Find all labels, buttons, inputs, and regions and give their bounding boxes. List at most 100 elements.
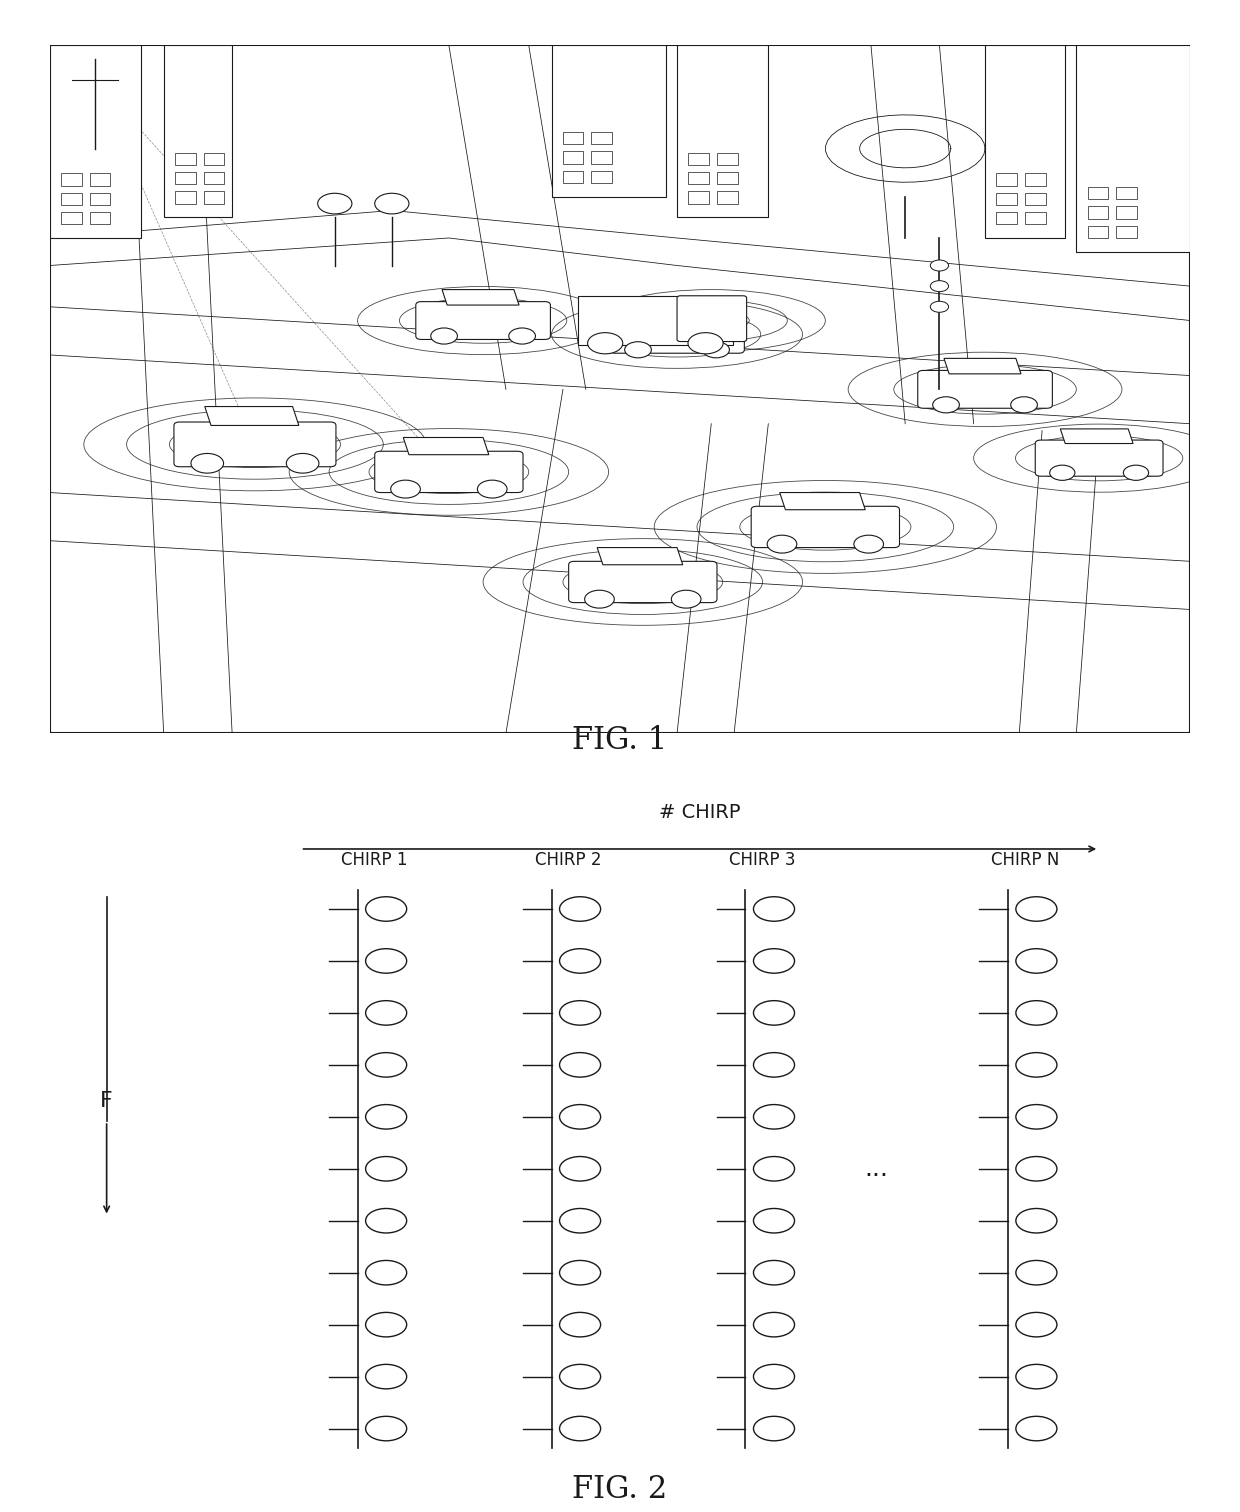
Bar (203, 191, 224, 204)
Text: # CHIRP: # CHIRP (660, 803, 740, 821)
Bar (717, 153, 738, 165)
FancyBboxPatch shape (751, 507, 899, 547)
Circle shape (366, 948, 407, 974)
FancyBboxPatch shape (578, 296, 733, 345)
Bar (203, 172, 224, 184)
Circle shape (930, 281, 949, 292)
Circle shape (754, 1105, 795, 1129)
Circle shape (932, 396, 960, 413)
Bar (563, 151, 584, 163)
Bar (61, 212, 82, 224)
Text: CHIRP 3: CHIRP 3 (729, 851, 796, 869)
Polygon shape (598, 547, 683, 565)
Circle shape (930, 260, 949, 271)
Bar (1025, 192, 1045, 206)
Circle shape (391, 481, 420, 497)
Circle shape (559, 1157, 600, 1181)
Circle shape (1016, 1001, 1056, 1025)
Circle shape (1016, 897, 1056, 921)
Circle shape (1016, 1052, 1056, 1077)
Bar (164, 45, 232, 218)
Bar (985, 45, 1065, 237)
Bar (50, 45, 141, 237)
Circle shape (559, 1208, 600, 1232)
Bar (1087, 225, 1109, 237)
Circle shape (366, 1417, 407, 1441)
Circle shape (754, 1312, 795, 1337)
Text: FIG. 2: FIG. 2 (573, 1474, 667, 1504)
Circle shape (703, 342, 729, 358)
Bar (1116, 206, 1137, 219)
Bar (591, 171, 613, 183)
Text: ...: ... (864, 1157, 889, 1181)
Polygon shape (1060, 429, 1133, 443)
Circle shape (366, 897, 407, 921)
Circle shape (754, 1157, 795, 1181)
Bar (997, 174, 1017, 186)
Circle shape (559, 1105, 600, 1129)
Circle shape (366, 1157, 407, 1181)
Circle shape (559, 1261, 600, 1285)
Polygon shape (944, 358, 1021, 373)
Circle shape (1011, 396, 1038, 413)
Bar (89, 174, 110, 186)
Bar (688, 172, 709, 184)
Circle shape (688, 333, 723, 354)
FancyBboxPatch shape (918, 370, 1053, 408)
Polygon shape (403, 437, 489, 455)
Circle shape (1016, 1208, 1056, 1232)
Bar (1116, 187, 1137, 200)
Polygon shape (636, 304, 713, 319)
Circle shape (754, 948, 795, 974)
Circle shape (366, 1001, 407, 1025)
Circle shape (430, 328, 458, 345)
Circle shape (1016, 1364, 1056, 1390)
Polygon shape (780, 493, 866, 510)
Circle shape (625, 342, 651, 358)
Bar (175, 191, 196, 204)
Bar (563, 132, 584, 145)
Bar (717, 172, 738, 184)
Bar (997, 192, 1017, 206)
Circle shape (768, 535, 797, 553)
Circle shape (1016, 1105, 1056, 1129)
Circle shape (366, 1364, 407, 1390)
Bar (688, 153, 709, 165)
Circle shape (1016, 1417, 1056, 1441)
Circle shape (1016, 1157, 1056, 1181)
Circle shape (754, 1364, 795, 1390)
Bar (552, 45, 666, 197)
Circle shape (1016, 948, 1056, 974)
Text: CHIRP N: CHIRP N (991, 851, 1059, 869)
Circle shape (477, 481, 507, 497)
FancyBboxPatch shape (677, 296, 746, 342)
Bar (1025, 212, 1045, 224)
Circle shape (754, 1001, 795, 1025)
Bar (175, 172, 196, 184)
Bar (688, 191, 709, 204)
Circle shape (559, 1001, 600, 1025)
Circle shape (191, 454, 223, 473)
Circle shape (366, 1052, 407, 1077)
Bar (89, 212, 110, 224)
Circle shape (366, 1261, 407, 1285)
Circle shape (559, 948, 600, 974)
Text: F: F (100, 1090, 113, 1111)
Circle shape (366, 1208, 407, 1232)
FancyBboxPatch shape (50, 45, 1190, 733)
FancyBboxPatch shape (374, 451, 523, 493)
Circle shape (559, 897, 600, 921)
Bar (175, 153, 196, 165)
Bar (61, 174, 82, 186)
Bar (1087, 187, 1109, 200)
Circle shape (754, 1052, 795, 1077)
Circle shape (854, 535, 884, 553)
Bar (1087, 206, 1109, 219)
Bar (89, 192, 110, 206)
FancyBboxPatch shape (610, 316, 744, 354)
Bar (1025, 174, 1045, 186)
Circle shape (366, 1312, 407, 1337)
Circle shape (559, 1312, 600, 1337)
Circle shape (366, 1105, 407, 1129)
Bar (1076, 45, 1190, 253)
